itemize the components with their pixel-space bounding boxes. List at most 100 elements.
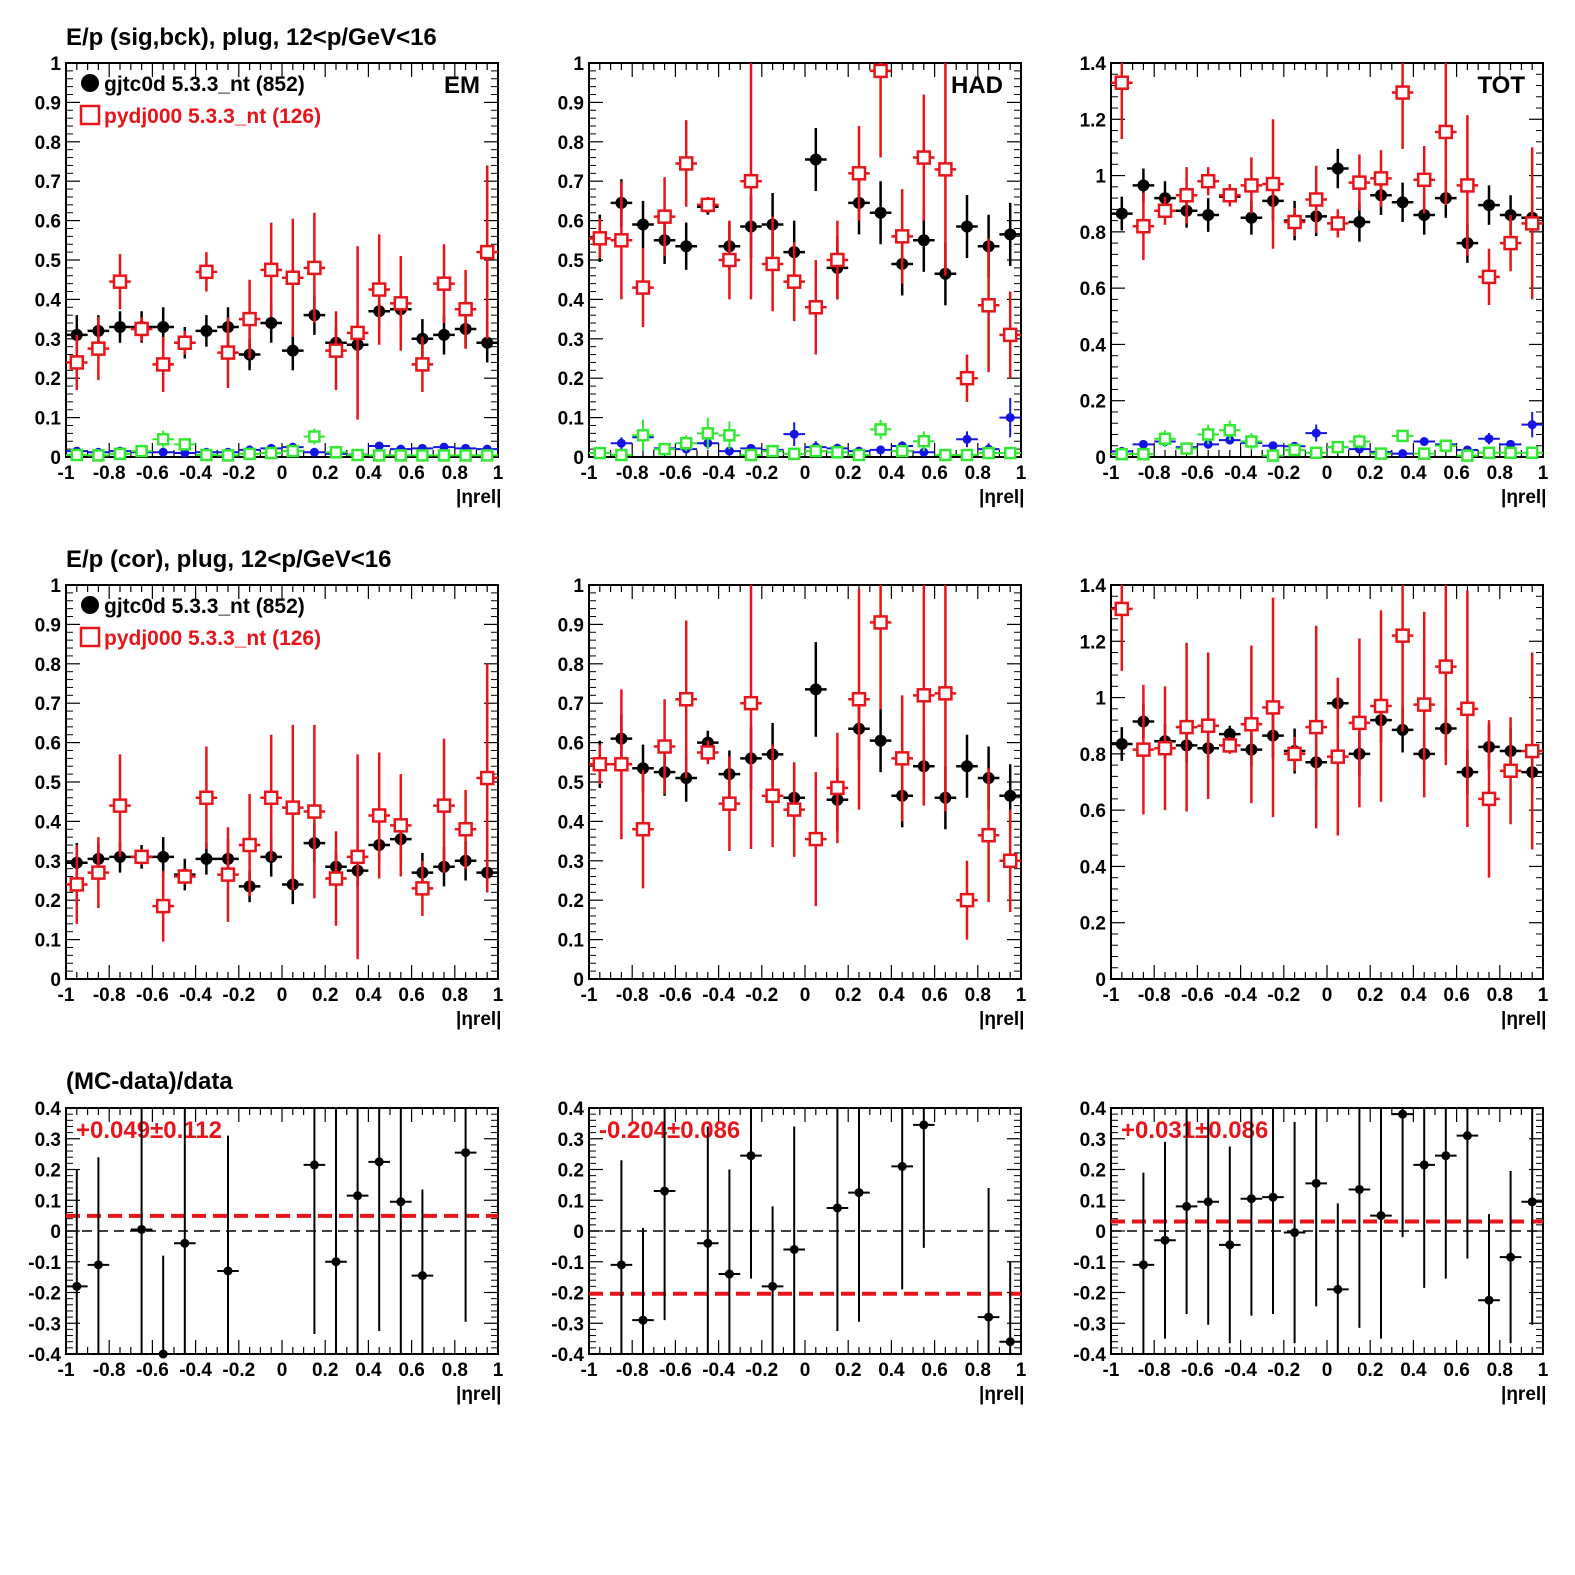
x-tick-label: 0.6 <box>1443 985 1469 1006</box>
y-tick-label: 0.9 <box>558 615 584 636</box>
y-tick-label: 0 <box>50 970 61 991</box>
x-tick-label: 1 <box>1538 985 1549 1006</box>
series-3 <box>589 417 1021 462</box>
fit-label: -0.204±0.086 <box>599 1117 740 1144</box>
y-tick-label: 0.1 <box>1080 1191 1107 1212</box>
x-tick-label: -0.6 <box>1181 1360 1214 1381</box>
x-tick-label: 0 <box>277 1360 288 1381</box>
x-tick-label: -0.6 <box>136 985 169 1006</box>
data-point <box>1311 1178 1321 1188</box>
series-0 <box>589 642 1021 832</box>
series-1 <box>66 663 498 960</box>
y-tick-label: 0.6 <box>558 212 584 233</box>
data-point <box>1136 218 1151 234</box>
data-point <box>1482 446 1496 460</box>
y-tick-label: 0.2 <box>558 369 584 390</box>
data-point <box>112 798 128 813</box>
data-point <box>1222 738 1238 753</box>
data-point <box>1200 173 1216 189</box>
x-axis-label: |ηrel| <box>456 1009 501 1030</box>
y-tick-label: 1 <box>573 54 584 75</box>
x-axis-label: |ηrel| <box>979 1009 1024 1030</box>
data-point <box>1308 192 1324 207</box>
data-point <box>113 447 127 461</box>
data-point <box>1245 435 1258 448</box>
x-tick-label: -0.2 <box>222 1360 255 1381</box>
data-point <box>962 434 972 444</box>
y-tick-label: 0.3 <box>35 852 61 873</box>
data-point <box>436 276 452 291</box>
data-point <box>765 256 780 272</box>
data-point <box>1182 1201 1192 1211</box>
data-point <box>135 444 148 458</box>
data-point <box>1416 697 1432 712</box>
data-point <box>458 822 473 837</box>
data-point <box>614 757 629 772</box>
y-tick-label: 0 <box>50 1222 61 1243</box>
x-axis-label: |ηrel| <box>456 1384 501 1405</box>
data-point <box>724 1269 734 1279</box>
data-point <box>461 1148 471 1158</box>
data-point <box>1398 449 1408 459</box>
y-tick-label: 0.3 <box>1080 1130 1106 1151</box>
data-point <box>1137 179 1150 192</box>
y-tick-label: -0.3 <box>28 1314 61 1335</box>
x-axis-label: |ηrel| <box>1501 1009 1546 1030</box>
data-point <box>481 336 494 349</box>
data-point <box>242 837 257 853</box>
data-point <box>328 343 344 358</box>
plot-frame <box>588 62 1022 458</box>
x-tick-label: 1 <box>1016 985 1027 1006</box>
data-point <box>746 1151 756 1161</box>
data-point <box>743 695 759 711</box>
y-tick-label: 0.7 <box>35 172 61 193</box>
data-point <box>700 197 716 213</box>
data-point <box>1138 1260 1148 1270</box>
data-point <box>1330 216 1346 231</box>
data-point <box>874 423 887 436</box>
data-point <box>1244 178 1259 193</box>
y-tick-label: 0.4 <box>558 290 585 311</box>
data-point <box>919 1120 929 1130</box>
x-tick-label: -0.2 <box>745 1360 778 1381</box>
y-tick-label: -0.4 <box>1073 1345 1106 1366</box>
panels: 00.10.20.30.40.50.60.70.80.91-1 -0.8 -0.6-… <box>28 54 1548 1405</box>
y-tick-label: 0.9 <box>558 93 584 114</box>
data-point <box>1481 791 1497 807</box>
y-tick-label: 0.2 <box>35 369 61 390</box>
x-tick-label: 0 <box>1322 463 1333 484</box>
data-point <box>1484 1295 1494 1305</box>
panel-0-1: 00.10.20.30.40.50.60.70.80.91-1 -0.8 -0.6-… <box>558 54 1027 508</box>
x-tick-label: 0 <box>277 985 288 1006</box>
data-point <box>307 804 322 819</box>
y-tick-label: 1 <box>1095 167 1106 188</box>
fit-label: +0.049±0.112 <box>76 1117 222 1144</box>
data-point <box>1524 743 1540 759</box>
x-tick-label: 0 <box>800 463 811 484</box>
data-point <box>768 1281 778 1291</box>
x-tick-label: -1 <box>58 1360 75 1381</box>
data-point <box>1157 740 1173 756</box>
data-point <box>722 252 737 268</box>
data-point <box>285 800 301 815</box>
data-point <box>961 220 973 233</box>
y-tick-label: -0.1 <box>28 1253 61 1274</box>
data-point <box>1114 75 1130 90</box>
data-point <box>722 796 737 811</box>
series-1 <box>589 63 1021 402</box>
x-tick-label: -1 <box>58 985 75 1006</box>
data-point <box>1441 1151 1451 1161</box>
y-tick-label: 1.4 <box>1080 54 1107 75</box>
data-point <box>657 209 672 224</box>
x-tick-label: -0.4 <box>179 985 212 1006</box>
x-axis-label: |ηrel| <box>979 1384 1024 1405</box>
y-tick-label: 0.4 <box>35 290 62 311</box>
data-point <box>1483 199 1495 212</box>
data-point <box>1417 447 1431 460</box>
x-tick-label: -0.6 <box>659 1360 692 1381</box>
x-axis-label: |ηrel| <box>979 487 1024 508</box>
data-point <box>830 252 845 268</box>
data-point <box>1268 441 1278 451</box>
data-point <box>765 788 780 804</box>
data-point <box>960 448 974 462</box>
